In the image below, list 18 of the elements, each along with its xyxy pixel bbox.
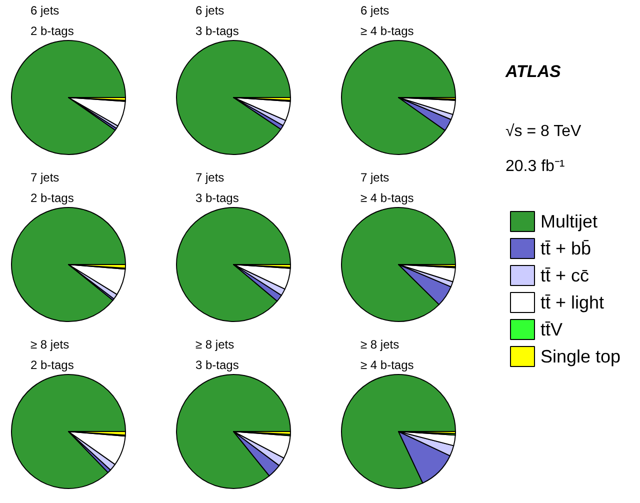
text: √s = 8 TeV <box>506 123 582 140</box>
legend-label: tt̄ + bb̄ <box>540 238 592 258</box>
legend-label: Single top <box>540 346 621 366</box>
chart-title: 6 jets 3 b-tags <box>196 4 239 38</box>
chart-title: ≥ 8 jets ≥ 4 b-tags <box>360 338 414 372</box>
chart-title: ≥ 8 jets 3 b-tags <box>196 338 239 372</box>
text: 20.3 fb⁻¹ <box>506 158 565 175</box>
chart-title: 7 jets 3 b-tags <box>196 170 239 205</box>
chart-title: 7 jets ≥ 4 b-tags <box>360 170 414 205</box>
chart-title: 6 jets 2 b-tags <box>30 4 74 38</box>
chart-title: 6 jets ≥ 4 b-tags <box>360 4 414 38</box>
legend-label: tt̄V <box>540 320 563 340</box>
legend-label: tt̄ + cc̄ <box>540 266 590 286</box>
legend-label: Multijet <box>540 212 598 232</box>
text: ATLAS <box>504 62 562 81</box>
chart-title: 7 jets 2 b-tags <box>30 170 74 205</box>
legend-label: tt̄ + light <box>540 292 604 312</box>
chart-title: ≥ 8 jets 2 b-tags <box>30 338 74 372</box>
